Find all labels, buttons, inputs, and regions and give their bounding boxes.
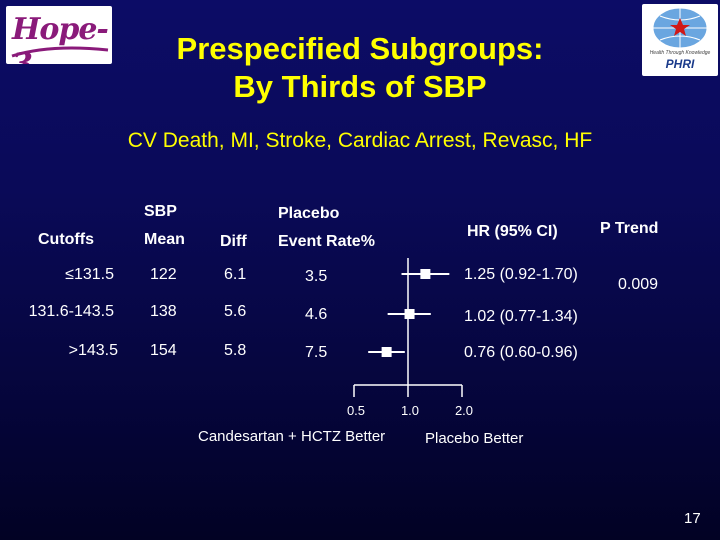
row-3-cutoff: >143.5 bbox=[68, 342, 118, 359]
row-1-cutoff: ≤131.5 bbox=[65, 266, 114, 283]
header-diff: Diff bbox=[220, 233, 247, 250]
x-axis-tick-label-3: 2.0 bbox=[455, 403, 473, 418]
row-2-hr-text: 1.02 (0.77-1.34) bbox=[464, 308, 578, 325]
header-placebo: Placebo bbox=[278, 205, 340, 222]
phri-tagline: Health Through Knowledge bbox=[649, 50, 711, 56]
hr-point-row-1 bbox=[420, 269, 431, 279]
x-axis-tick-label-1: 0.5 bbox=[347, 403, 365, 418]
hope-3-logo: Hope-3 bbox=[6, 6, 112, 64]
row-1-event-rate: 3.5 bbox=[305, 268, 328, 285]
hr-point-row-3 bbox=[381, 347, 392, 357]
header-hr: HR (95% CI) bbox=[467, 223, 558, 240]
row-2-diff: 5.6 bbox=[224, 303, 247, 320]
row-3-event-rate: 7.5 bbox=[305, 344, 328, 361]
p-trend-value: 0.009 bbox=[618, 276, 659, 293]
phri-logo: Health Through Knowledge PHRI bbox=[642, 4, 718, 76]
header-sbp: SBP bbox=[144, 203, 177, 220]
logo-swoosh-icon bbox=[11, 46, 109, 58]
row-3-diff: 5.8 bbox=[224, 342, 247, 359]
hope-3-logo-text: Hope-3 bbox=[12, 12, 109, 64]
row-1-hr-text: 1.25 (0.92-1.70) bbox=[464, 266, 578, 283]
page-title: Prespecified Subgroups: By Thirds of SBP bbox=[100, 30, 620, 106]
header-event-rate: Event Rate% bbox=[278, 233, 375, 250]
globe-icon bbox=[652, 7, 708, 49]
title-line-2: By Thirds of SBP bbox=[233, 69, 487, 104]
favor-left-label: Candesartan + HCTZ Better bbox=[198, 428, 386, 445]
header-mean: Mean bbox=[144, 231, 185, 248]
header-cutoffs: Cutoffs bbox=[38, 231, 94, 248]
hr-point-row-2 bbox=[404, 309, 415, 319]
row-2-cutoff: 131.6-143.5 bbox=[28, 303, 114, 320]
row-1-mean: 122 bbox=[150, 266, 177, 283]
row-3-mean: 154 bbox=[150, 342, 177, 359]
row-3-hr-text: 0.76 (0.60-0.96) bbox=[464, 344, 578, 361]
header-p-trend: P Trend bbox=[600, 220, 659, 237]
row-1-diff: 6.1 bbox=[224, 266, 247, 283]
row-2-event-rate: 4.6 bbox=[305, 306, 328, 323]
page-subtitle: CV Death, MI, Stroke, Cardiac Arrest, Re… bbox=[127, 129, 593, 152]
row-2-mean: 138 bbox=[150, 303, 177, 320]
page-number: 17 bbox=[684, 510, 701, 527]
favor-right-label: Placebo Better bbox=[425, 430, 524, 447]
title-line-1: Prespecified Subgroups: bbox=[176, 31, 544, 66]
x-axis-tick-label-2: 1.0 bbox=[401, 403, 419, 418]
phri-logo-text: PHRI bbox=[665, 57, 695, 71]
